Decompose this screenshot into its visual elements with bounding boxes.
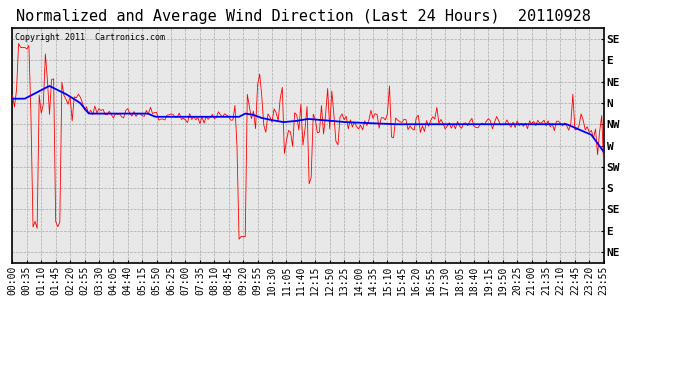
- Text: Normalized and Average Wind Direction (Last 24 Hours)  20110928: Normalized and Average Wind Direction (L…: [16, 9, 591, 24]
- Text: Copyright 2011  Cartronics.com: Copyright 2011 Cartronics.com: [15, 33, 166, 42]
